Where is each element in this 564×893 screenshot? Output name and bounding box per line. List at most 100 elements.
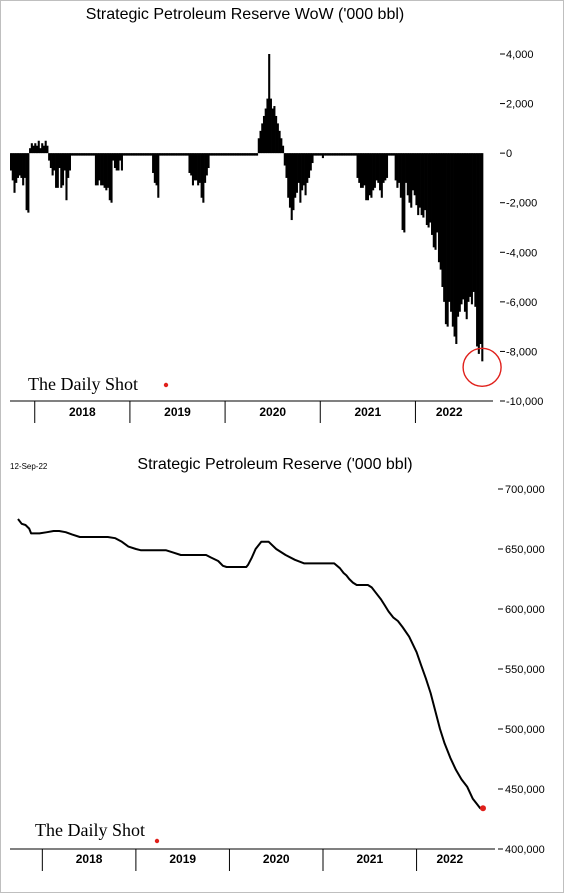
bar	[463, 153, 467, 312]
bar	[195, 153, 198, 181]
bar	[361, 153, 364, 188]
bar	[302, 153, 305, 186]
bar	[301, 153, 304, 191]
y-tick-label: -2,000	[506, 198, 537, 210]
bar	[474, 153, 477, 307]
bar	[210, 153, 214, 156]
bar	[34, 143, 37, 154]
bar	[127, 153, 130, 156]
bar	[453, 153, 456, 337]
bar	[230, 153, 233, 156]
bar	[420, 153, 423, 216]
bar	[223, 153, 226, 156]
bar	[126, 153, 129, 156]
bar	[424, 153, 427, 211]
bar	[20, 153, 23, 178]
bar	[61, 153, 65, 186]
bar	[101, 153, 104, 186]
bar	[342, 153, 345, 156]
bar	[264, 108, 267, 154]
bar	[100, 153, 103, 186]
bar	[283, 153, 286, 166]
bar	[382, 153, 385, 183]
bar	[320, 153, 323, 156]
bar	[165, 153, 169, 156]
bar	[152, 153, 155, 173]
bar	[354, 153, 357, 156]
bar	[254, 153, 257, 156]
bar	[282, 145, 285, 154]
bar	[363, 153, 366, 186]
bar	[323, 153, 326, 156]
bar	[344, 153, 347, 156]
bar	[58, 153, 61, 169]
bar	[188, 153, 191, 173]
bar	[446, 153, 449, 327]
bar	[228, 153, 231, 156]
bar	[70, 153, 73, 156]
bar	[372, 153, 375, 191]
bar	[287, 153, 290, 198]
bar	[65, 153, 68, 201]
bar	[202, 153, 205, 203]
bar	[41, 143, 44, 154]
bar	[146, 153, 149, 156]
y-tick-label: -6,000	[506, 297, 537, 309]
bar	[380, 153, 383, 198]
spr-wow-bar-chart: Strategic Petroleum Reserve WoW ('000 bb…	[10, 6, 543, 423]
bar	[56, 153, 59, 188]
bar	[204, 153, 207, 183]
bar	[257, 138, 260, 154]
bar	[81, 153, 84, 156]
bar	[304, 153, 307, 196]
bar	[460, 153, 463, 305]
bar	[216, 153, 219, 156]
bar	[133, 153, 136, 156]
bar	[268, 54, 271, 154]
bar	[259, 130, 262, 154]
bar	[243, 153, 246, 156]
bar	[375, 153, 378, 181]
bar	[379, 153, 382, 191]
bar	[408, 153, 411, 203]
x-tick-label: 2019	[164, 405, 191, 419]
bar	[417, 153, 420, 216]
y-tick-label: 4,000	[506, 49, 534, 61]
bar	[162, 153, 165, 156]
bar	[233, 153, 236, 156]
bar	[328, 153, 331, 156]
bar	[294, 153, 297, 198]
bar	[444, 153, 447, 325]
brand-logo-dot	[163, 382, 169, 388]
bar	[337, 153, 340, 156]
bar	[174, 153, 177, 156]
bar	[256, 153, 259, 156]
bar	[457, 153, 460, 317]
bar	[295, 153, 298, 193]
bar	[53, 153, 56, 171]
brand-logo: The Daily Shot	[28, 374, 138, 394]
bar	[467, 153, 470, 302]
bar	[247, 153, 250, 156]
bar	[335, 153, 338, 156]
x-tick-label: 2018	[69, 405, 96, 419]
bar	[236, 153, 240, 156]
bar	[82, 153, 85, 156]
bar	[465, 153, 468, 320]
bar	[107, 153, 110, 188]
bar	[181, 153, 184, 156]
x-tick-label: 2021	[354, 405, 381, 419]
bar	[93, 153, 96, 156]
bar	[117, 153, 120, 171]
bar	[273, 106, 276, 154]
bar	[84, 153, 87, 156]
bar	[405, 153, 408, 183]
bar	[377, 153, 380, 183]
bar	[155, 153, 158, 186]
bar	[32, 145, 35, 154]
bar	[25, 153, 28, 211]
bar	[172, 153, 175, 156]
bar	[22, 153, 25, 186]
bar	[39, 148, 42, 154]
bar	[477, 153, 480, 354]
